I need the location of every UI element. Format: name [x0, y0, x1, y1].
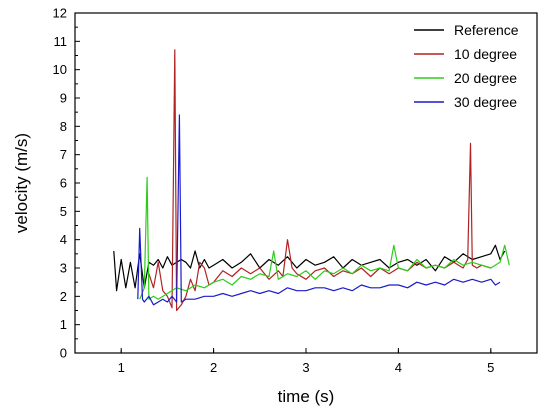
y-tick-label: 1 [60, 317, 67, 332]
y-tick-label: 4 [60, 232, 67, 247]
y-tick-label: 3 [60, 261, 67, 276]
legend-label-3: 20 degree [454, 70, 517, 86]
series-line-1 [113, 244, 506, 292]
legend-label-4: 30 degree [454, 94, 517, 110]
y-tick-label: 2 [60, 289, 67, 304]
x-axis-title: time (s) [278, 387, 335, 406]
y-tick-label: 5 [60, 204, 67, 219]
series-line-2 [148, 49, 491, 312]
x-tick-label: 2 [210, 360, 217, 375]
x-tick-label: 3 [302, 360, 309, 375]
legend: Reference 10 degree 20 degree 30 degree [414, 22, 519, 110]
y-axis-title: velocity (m/s) [12, 133, 31, 233]
y-tick-label: 6 [60, 176, 67, 191]
x-tick-label: 1 [118, 360, 125, 375]
y-tick-label: 10 [53, 62, 67, 77]
legend-label-2: 10 degree [454, 46, 517, 62]
x-tick-label: 5 [487, 360, 494, 375]
y-tick-label: 11 [54, 34, 68, 49]
x-tick-label: 4 [395, 360, 402, 375]
series-line-4 [137, 114, 501, 306]
y-tick-label: 9 [60, 91, 67, 106]
series-layer [113, 49, 510, 312]
y-tick-label: 7 [60, 147, 67, 162]
y-tick-label: 0 [60, 346, 67, 361]
legend-label-1: Reference [454, 22, 519, 38]
y-tick-label: 8 [60, 119, 67, 134]
series-line-3 [139, 176, 510, 300]
y-tick-label: 12 [53, 6, 67, 21]
